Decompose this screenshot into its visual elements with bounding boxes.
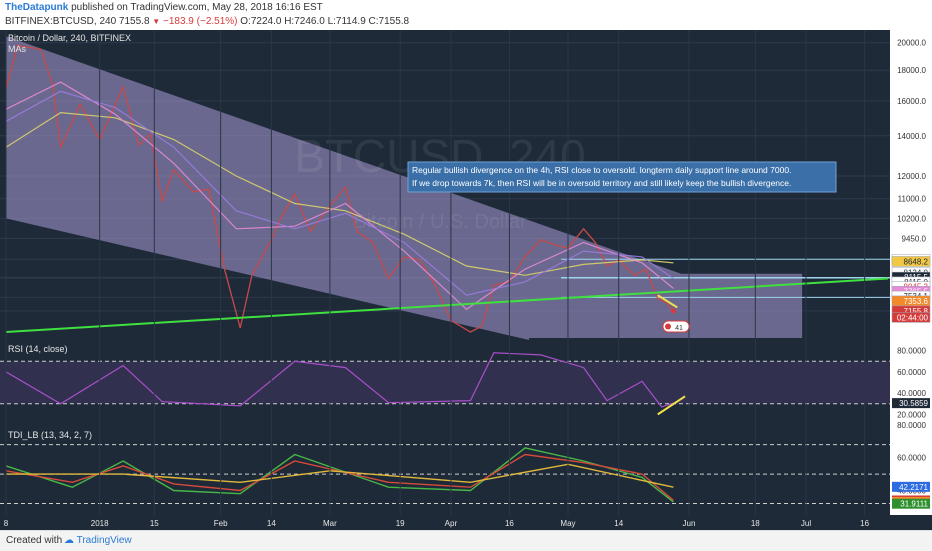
time-axis-background (0, 515, 932, 530)
rsi-last-value-box (892, 398, 930, 409)
time-tick-label: 2018 (91, 519, 109, 528)
price-tick-label: 20000.0 (897, 39, 926, 48)
price-label-box (891, 312, 931, 323)
time-tick-label: 16 (860, 519, 869, 528)
symbol-text: BITFINEX:BTCUSD, 240 (5, 16, 117, 27)
moving-average-line (5, 90, 674, 296)
price-channel (6, 36, 803, 340)
price-tick-label: 12000.0 (897, 172, 926, 181)
rsi-divergence-line (657, 395, 686, 416)
support-trendline (5, 277, 889, 333)
time-tick-label: 16 (505, 519, 514, 528)
rsi-tick-label: 60.0000 (897, 368, 926, 377)
tdi-last-value: 31.9111 (900, 500, 928, 509)
price-label-box (891, 256, 931, 267)
rsi-tick-label: 80.0000 (897, 347, 926, 356)
time-tick-label: 19 (396, 519, 405, 528)
price-divergence-line (657, 294, 678, 309)
symbol-line: BITFINEX:BTCUSD, 240 7155.8 ▼ −183.9 (−2… (5, 16, 409, 27)
time-tick-label: 14 (267, 519, 276, 528)
watermark-description: Bitcoin / U.S. Dollar (353, 211, 527, 233)
rsi-pane-background (0, 340, 890, 425)
time-tick-label: Mar (323, 519, 337, 528)
time-tick-label: 14 (614, 519, 623, 528)
rsi-line (5, 352, 674, 408)
annotation-line-1: Regular bullish divergence on the 4h, RS… (412, 165, 791, 175)
rsi-tick-label: 40.0000 (897, 389, 926, 398)
time-tick-label: 18 (751, 519, 760, 528)
price-line (5, 44, 674, 333)
main-subtitle: MAs (8, 44, 27, 54)
rsi-band-fill (0, 361, 890, 404)
horizontal-levels (561, 258, 890, 298)
publish-line: TheDatapunk published on TradingView.com… (5, 2, 323, 13)
tradingview-logo-link[interactable]: ☁ TradingView (64, 535, 132, 546)
price-axis[interactable]: 20000.0 18000.0 16000.0 14000.0 12000.0 11000… (891, 39, 931, 509)
logo-text: TradingView (76, 535, 132, 546)
price-tick-label: 14000.0 (897, 132, 926, 141)
price-tick-label: 18000.0 (897, 66, 926, 75)
time-tick-label: May (560, 519, 575, 528)
time-axis[interactable]: 8 2018 15 Feb 14 Mar 19 Apr 16 May 14 Jun 18 Jul 16 (4, 30, 870, 528)
tdi-line (5, 447, 674, 503)
published-text: published on TradingView.com, May 28, 20… (71, 2, 323, 13)
price-label: 7155.8 (904, 307, 929, 316)
tdi-tick-label: 60.0000 (897, 454, 926, 463)
price-label: 02:44:00 (897, 313, 929, 322)
time-tick-label: Jul (801, 519, 811, 528)
last-price: 7155.8 (118, 16, 150, 27)
price-label: 8648.2 (904, 257, 929, 266)
last-price-point (670, 308, 676, 314)
cloud-icon: ☁ (64, 535, 77, 546)
tdi-pane-background (0, 425, 890, 515)
price-tick-label: 9450.0 (902, 234, 927, 243)
annotation-box[interactable]: Regular bullish divergence on the 4h, RS… (407, 161, 837, 193)
footer-bar: Created with ☁ TradingView (0, 530, 932, 551)
tdi-last-value-box (892, 498, 930, 509)
price-change: −183.9 (−2.51%) (163, 16, 238, 27)
annotation-line-2: If we drop towards 7k, then RSI will be … (412, 178, 791, 188)
chart-area[interactable]: BTCUSD, 240 Bitcoin / U.S. Dollar 20000.… (0, 30, 932, 530)
main-title: Bitcoin / Dollar, 240, BITFINEX (8, 33, 131, 43)
price-series (5, 44, 676, 333)
down-arrow-icon: ▼ (152, 17, 161, 26)
moving-average-line (5, 81, 674, 311)
tdi-last-value: 42.2171 (899, 483, 928, 492)
tdi-tick-label: 80.0000 (897, 421, 926, 430)
created-with-text: Created with (6, 535, 63, 546)
time-tick-label: Feb (214, 519, 228, 528)
time-tick-label: 8 (4, 519, 9, 528)
rsi-last-value: 30.5859 (899, 399, 928, 408)
rsi-tick-label: 20.0000 (897, 410, 926, 419)
rsi-plot (0, 352, 890, 416)
author-link[interactable]: TheDatapunk (5, 2, 69, 13)
tdi-title: TDI_LB (13, 34, 2, 7) (8, 430, 92, 440)
time-tick-label: Jun (683, 519, 696, 528)
price-tick-label: 16000.0 (897, 97, 926, 106)
tdi-last-value-box (892, 481, 930, 492)
price-tick-label: 11000.0 (898, 195, 927, 204)
moving-average-line (5, 111, 674, 276)
badge-count: 41 (675, 325, 683, 332)
price-tick-label: 10200.0 (897, 214, 926, 223)
idea-badge[interactable]: 41 (662, 320, 690, 333)
publish-header: TheDatapunk published on TradingView.com… (0, 0, 932, 30)
channel-fill (6, 36, 803, 340)
support-line (5, 277, 889, 333)
time-tick-label: Apr (445, 519, 458, 528)
rsi-title: RSI (14, close) (8, 344, 68, 354)
time-tick-label: 15 (150, 519, 159, 528)
price-label: 7353.6 (904, 297, 929, 306)
ohlc-values: O:7224.0 H:7246.0 L:7114.9 C:7155.8 (240, 16, 410, 27)
